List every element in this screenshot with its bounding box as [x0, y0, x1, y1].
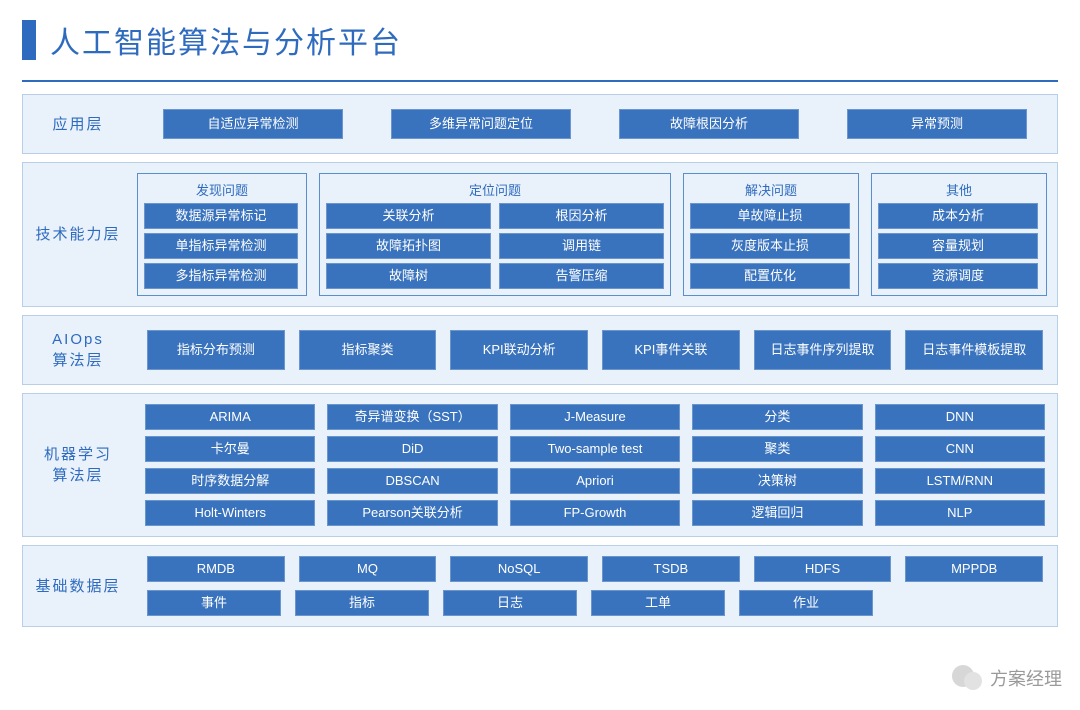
aiops-item: 日志事件序列提取: [754, 330, 892, 370]
app-item: 故障根因分析: [619, 109, 799, 139]
tech-item: 调用链: [499, 233, 664, 259]
tech-group-locate: 定位问题 关联分析 故障拓扑图 故障树 根因分析 调用链 告警压缩: [319, 173, 671, 296]
app-item: 自适应异常检测: [163, 109, 343, 139]
layer-label-data: 基础数据层: [23, 546, 133, 626]
layer-tech: 技术能力层 发现问题 数据源异常标记 单指标异常检测 多指标异常检测 定位问题 …: [22, 162, 1058, 307]
tech-group-title: 发现问题: [144, 178, 300, 203]
layer-body-tech: 发现问题 数据源异常标记 单指标异常检测 多指标异常检测 定位问题 关联分析 故…: [133, 163, 1057, 306]
ml-item: 聚类: [692, 436, 862, 462]
aiops-item: 指标分布预测: [147, 330, 285, 370]
layer-label-aiops: AIOps算法层: [23, 316, 133, 384]
tech-item: 多指标异常检测: [144, 263, 298, 289]
title-underline: [22, 80, 1058, 82]
ml-item: 决策树: [692, 468, 862, 494]
ml-item: 时序数据分解: [145, 468, 315, 494]
data-item: RMDB: [147, 556, 285, 582]
layer-body-aiops: 指标分布预测 指标聚类 KPI联动分析 KPI事件关联 日志事件序列提取 日志事…: [133, 316, 1057, 384]
data-item: HDFS: [754, 556, 892, 582]
layer-aiops: AIOps算法层 指标分布预测 指标聚类 KPI联动分析 KPI事件关联 日志事…: [22, 315, 1058, 385]
ml-item: Apriori: [510, 468, 680, 494]
page-title-row: 人工智能算法与分析平台: [22, 18, 1058, 62]
tech-item: 灰度版本止损: [690, 233, 850, 259]
tech-item: 成本分析: [878, 203, 1038, 229]
data-item: TSDB: [602, 556, 740, 582]
layer-body-application: 自适应异常检测 多维异常问题定位 故障根因分析 异常预测: [133, 95, 1057, 153]
tech-group-title: 其他: [878, 178, 1040, 203]
title-accent-bar: [22, 20, 36, 60]
ml-item: 奇异谱变换（SST）: [327, 404, 497, 430]
data-item: 日志: [443, 590, 577, 616]
tech-item: 容量规划: [878, 233, 1038, 259]
tech-group-other: 其他 成本分析 容量规划 资源调度: [871, 173, 1047, 296]
ml-item: ARIMA: [145, 404, 315, 430]
ml-item: Holt-Winters: [145, 500, 315, 526]
layer-body-ml: ARIMA 奇异谱变换（SST） J-Measure 分类 DNN 卡尔曼 DiD Two-s…: [133, 394, 1057, 536]
ml-item: Two-sample test: [510, 436, 680, 462]
tech-item: 关联分析: [326, 203, 491, 229]
tech-item: 单指标异常检测: [144, 233, 298, 259]
aiops-item: KPI联动分析: [450, 330, 588, 370]
ml-item: 逻辑回归: [692, 500, 862, 526]
watermark-text: 方案经理: [990, 665, 1062, 691]
data-item: 指标: [295, 590, 429, 616]
ml-item: 卡尔曼: [145, 436, 315, 462]
tech-item: 根因分析: [499, 203, 664, 229]
tech-item: 资源调度: [878, 263, 1038, 289]
data-item: 事件: [147, 590, 281, 616]
layer-body-data: RMDB MQ NoSQL TSDB HDFS MPPDB 事件指标日志工单作业: [133, 546, 1057, 626]
layer-label-ml: 机器学习算法层: [23, 394, 133, 536]
tech-item: 故障树: [326, 263, 491, 289]
ml-item: Pearson关联分析: [327, 500, 497, 526]
ml-item: CNN: [875, 436, 1045, 462]
app-item: 异常预测: [847, 109, 1027, 139]
data-item: MPPDB: [905, 556, 1043, 582]
tech-item: 故障拓扑图: [326, 233, 491, 259]
tech-group-title: 解决问题: [690, 178, 852, 203]
ml-item: J-Measure: [510, 404, 680, 430]
data-item: MQ: [299, 556, 437, 582]
app-item: 多维异常问题定位: [391, 109, 571, 139]
layer-label-tech: 技术能力层: [23, 163, 133, 306]
tech-group-title: 定位问题: [326, 178, 664, 203]
layer-data: 基础数据层 RMDB MQ NoSQL TSDB HDFS MPPDB 事件指标日志工单作…: [22, 545, 1058, 627]
aiops-item: 指标聚类: [299, 330, 437, 370]
data-item: 工单: [591, 590, 725, 616]
aiops-item: 日志事件模板提取: [905, 330, 1043, 370]
ml-item: 分类: [692, 404, 862, 430]
page-title: 人工智能算法与分析平台: [50, 18, 402, 62]
ml-item: FP-Growth: [510, 500, 680, 526]
layer-label-application: 应用层: [23, 95, 133, 153]
tech-group-discover: 发现问题 数据源异常标记 单指标异常检测 多指标异常检测: [137, 173, 307, 296]
data-item: NoSQL: [450, 556, 588, 582]
tech-group-solve: 解决问题 单故障止损 灰度版本止损 配置优化: [683, 173, 859, 296]
ml-item: NLP: [875, 500, 1045, 526]
ml-item: DNN: [875, 404, 1045, 430]
tech-item: 告警压缩: [499, 263, 664, 289]
ml-item: DBSCAN: [327, 468, 497, 494]
ml-item: DiD: [327, 436, 497, 462]
tech-item: 单故障止损: [690, 203, 850, 229]
aiops-item: KPI事件关联: [602, 330, 740, 370]
wechat-icon: [952, 662, 984, 694]
tech-item: 数据源异常标记: [144, 203, 298, 229]
tech-item: 配置优化: [690, 263, 850, 289]
data-item: 作业: [739, 590, 873, 616]
ml-item: LSTM/RNN: [875, 468, 1045, 494]
layer-application: 应用层 自适应异常检测 多维异常问题定位 故障根因分析 异常预测: [22, 94, 1058, 154]
watermark: 方案经理: [952, 662, 1062, 694]
layer-ml: 机器学习算法层 ARIMA 奇异谱变换（SST） J-Measure 分类 DNN 卡尔曼…: [22, 393, 1058, 537]
